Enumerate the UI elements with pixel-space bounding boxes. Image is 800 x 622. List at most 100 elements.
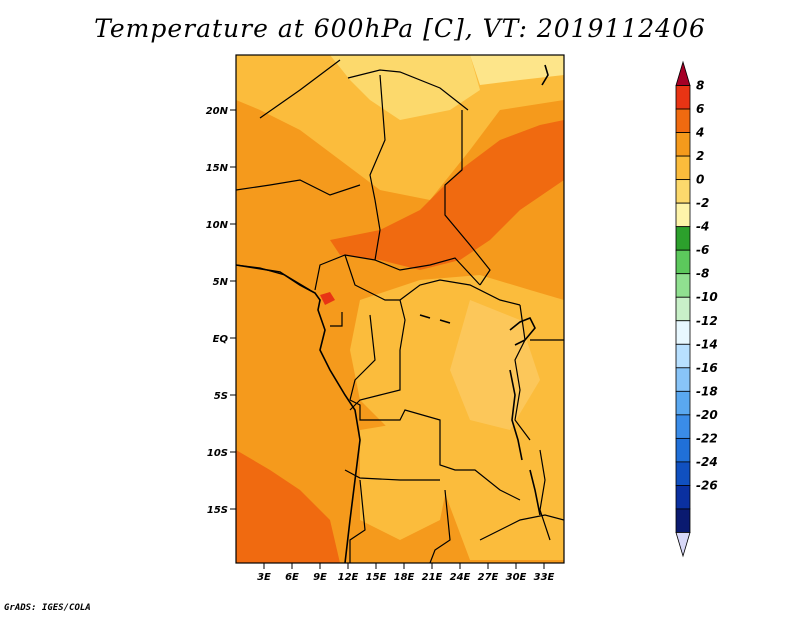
colorbar-label: -12 — [696, 314, 718, 328]
colorbar-segment — [675, 85, 691, 110]
border-line — [349, 479, 366, 563]
lon-label: 33E — [534, 572, 555, 583]
lat-label: 20N — [206, 106, 229, 117]
border-line — [330, 312, 343, 327]
lake-tanganyika — [509, 369, 523, 461]
lon-labels: 3E 6E 9E 12E 15E 18E 21E 24E 27E 30E 33E — [257, 572, 554, 583]
lon-label: 9E — [313, 572, 327, 583]
field-region-hot-spot — [320, 292, 335, 305]
colorbar-segment — [675, 367, 691, 392]
colorbar-label: -22 — [696, 431, 718, 445]
river-congo — [419, 314, 451, 324]
colorbar-label: -26 — [696, 478, 718, 492]
border-line — [374, 199, 481, 286]
border-line — [236, 179, 361, 196]
colorbar-label: -24 — [696, 455, 718, 469]
colorbar-segment — [675, 179, 691, 204]
border-line — [344, 469, 440, 481]
colorbar-arrow-top — [675, 60, 691, 86]
lon-label: 15E — [366, 572, 387, 583]
border-line — [347, 69, 469, 111]
credit-text: GrADS: IGES/COLA — [4, 603, 91, 613]
lon-axis — [263, 563, 545, 569]
colorbar-label: -6 — [696, 243, 709, 257]
lon-label: 27E — [478, 572, 499, 583]
field-region-sw-warm — [236, 450, 340, 563]
coastline-west — [236, 264, 361, 563]
border-line — [349, 399, 521, 501]
map-frame — [235, 54, 565, 564]
border-line — [349, 314, 376, 401]
lon-label: 24E — [450, 572, 471, 583]
field-region-north — [236, 55, 564, 200]
lon-label: 6E — [285, 572, 299, 583]
colorbar-segment — [675, 485, 691, 510]
lat-label: 15S — [207, 505, 228, 516]
border-line — [479, 514, 564, 541]
colorbar-segment — [675, 132, 691, 157]
border-line — [344, 254, 521, 306]
coastline-northeast — [541, 64, 549, 86]
colorbar-label: -4 — [696, 220, 709, 234]
border-line — [349, 299, 406, 411]
temperature-field — [236, 55, 564, 563]
lon-label: 21E — [422, 572, 443, 583]
border-line — [444, 110, 491, 286]
lat-label: 10N — [206, 220, 229, 231]
lat-axis — [230, 109, 236, 510]
lake-victoria — [509, 316, 536, 346]
border-line — [429, 489, 451, 563]
lon-label: 18E — [394, 572, 415, 583]
colorbar-segment — [675, 343, 691, 369]
field-region-northeast — [470, 55, 564, 85]
colorbar-segment — [675, 320, 691, 345]
lake-malawi — [529, 469, 541, 516]
lon-label: 12E — [338, 572, 359, 583]
colorbar-label: 0 — [696, 173, 704, 187]
colorbar-labels: 8 6 4 2 0 -2 -4 -6 -8 -10 -12 -14 -16 -18 -20 -22 -24 -26 — [695, 79, 718, 493]
colorbar-segment — [675, 508, 691, 533]
lat-label: 5S — [214, 391, 228, 402]
colorbar-label: -18 — [696, 384, 718, 398]
country-borders — [236, 59, 564, 563]
lat-label: EQ — [213, 334, 229, 345]
colorbar-segment — [675, 390, 691, 416]
colorbar-label: -14 — [696, 337, 718, 351]
colorbar-segment — [675, 273, 691, 298]
lat-label: 15N — [206, 163, 229, 174]
colorbar-label: 8 — [696, 79, 704, 93]
colorbar-segment — [675, 202, 691, 228]
lat-label: 10S — [207, 448, 228, 459]
colorbar-label: -2 — [696, 196, 709, 210]
colorbar-label: -10 — [696, 290, 718, 304]
colorbar-label: 6 — [696, 102, 704, 116]
colorbar-label: 2 — [696, 149, 704, 163]
field-region-north-light — [330, 55, 480, 120]
colorbar-label: 4 — [695, 126, 704, 140]
colorbar-segment — [675, 296, 691, 322]
lat-labels: 20N 15N 10N 5N EQ 5S 10S 15S — [206, 106, 229, 516]
colorbar-segment — [675, 249, 691, 275]
lat-label: 5N — [213, 277, 229, 288]
colorbar-segment — [675, 437, 691, 463]
border-line — [314, 254, 376, 291]
colorbar-segment — [675, 108, 691, 133]
field-region-central-light — [450, 300, 540, 430]
colorbar-segment — [675, 155, 691, 181]
colorbar-segment — [675, 414, 691, 439]
chart-title: Temperature at 600hPa [C], VT: 201911240… — [94, 14, 706, 43]
colorbar-segment — [675, 226, 691, 251]
colorbar-arrow-bottom — [675, 532, 691, 558]
colorbar-label: -16 — [696, 361, 718, 375]
field-region-warm-band — [330, 120, 564, 270]
lon-label: 30E — [506, 572, 527, 583]
lon-label: 3E — [257, 572, 271, 583]
border-line — [369, 74, 386, 201]
colorbar-segment — [675, 461, 691, 486]
colorbar-label: -8 — [696, 267, 709, 281]
border-line — [539, 449, 551, 541]
border-line — [514, 304, 531, 441]
colorbar — [675, 60, 691, 558]
